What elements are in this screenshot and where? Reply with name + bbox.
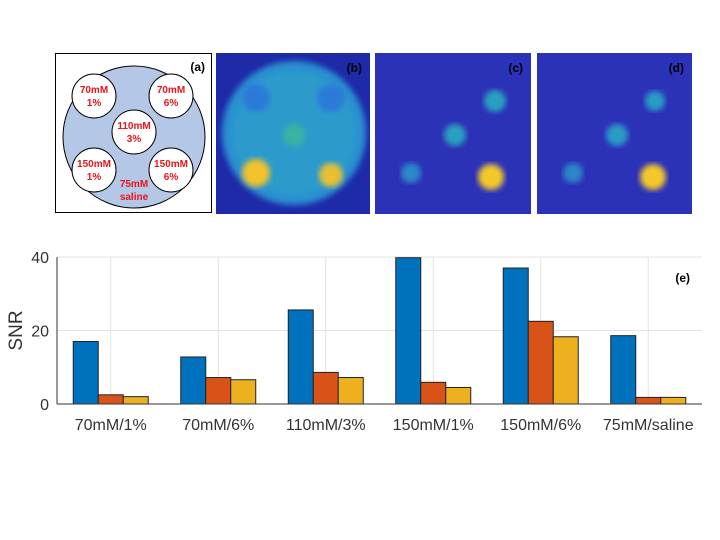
snr-bar-chart: 0 20 40 70mM/1% 70mM/6% 110mM/3% 150mM/1% 150mM… bbox=[6, 250, 702, 434]
vial-label: 110mM bbox=[117, 121, 150, 132]
vial bbox=[111, 109, 157, 155]
x-tick-label: 150mM/1% bbox=[393, 417, 474, 434]
vial-label: 1% bbox=[87, 98, 102, 109]
image-panel-b: (b) bbox=[216, 53, 370, 214]
image-panel-d: (d) bbox=[537, 53, 692, 214]
panel-label-c: (c) bbox=[508, 61, 523, 75]
background-label: 75mM bbox=[120, 179, 148, 190]
x-tick-label: 75mM/saline bbox=[603, 417, 694, 434]
vial-label: 70mM bbox=[80, 85, 108, 96]
x-tick-label: 70mM/6% bbox=[182, 417, 254, 434]
bar bbox=[230, 379, 257, 405]
image-panel-c: (c) bbox=[375, 53, 531, 214]
vial-label: 1% bbox=[87, 172, 102, 183]
bar bbox=[552, 336, 579, 405]
bar bbox=[445, 386, 472, 405]
bar bbox=[660, 396, 687, 405]
bar bbox=[420, 381, 447, 405]
vial-label: 150mM bbox=[77, 159, 111, 170]
background-label: saline bbox=[120, 192, 149, 203]
bar bbox=[337, 377, 364, 405]
panel-label-b: (b) bbox=[346, 61, 362, 75]
bar bbox=[205, 377, 232, 405]
bar bbox=[635, 396, 662, 405]
panel-label-e: (e) bbox=[675, 271, 690, 285]
bar bbox=[395, 257, 422, 405]
vial bbox=[71, 73, 117, 119]
bar bbox=[502, 267, 529, 405]
x-tick-label: 70mM/1% bbox=[75, 417, 147, 434]
bar bbox=[180, 356, 207, 405]
bar bbox=[527, 320, 554, 405]
x-tick-label: 150mM/6% bbox=[500, 417, 581, 434]
x-tick-label: 110mM/3% bbox=[286, 417, 366, 434]
vial bbox=[148, 147, 194, 193]
vial bbox=[148, 73, 194, 119]
bar bbox=[610, 335, 637, 405]
bar bbox=[122, 396, 149, 405]
vial-label: 70mM bbox=[157, 85, 185, 96]
bar bbox=[72, 341, 99, 405]
bar bbox=[312, 371, 339, 405]
bar bbox=[97, 394, 124, 405]
y-tick-label: 20 bbox=[31, 324, 49, 341]
vial-label: 150mM bbox=[154, 159, 188, 170]
vial-label: 6% bbox=[164, 98, 179, 109]
vial-label: 6% bbox=[164, 172, 179, 183]
panel-label-d: (d) bbox=[668, 61, 684, 75]
phantom-svg: 70mM 1% 70mM 6% 110mM 3% 150mM 1% 150mM 6% 75mM sal… bbox=[62, 65, 206, 209]
y-axis-label: SNR bbox=[6, 310, 27, 350]
vial-label: 3% bbox=[127, 134, 142, 145]
y-tick-label: 40 bbox=[31, 250, 49, 267]
y-tick-label: 0 bbox=[40, 397, 49, 414]
bar bbox=[287, 309, 314, 405]
phantom-diagram: 70mM 1% 70mM 6% 110mM 3% 150mM 1% 150mM 6% 75mM sal… bbox=[55, 53, 212, 213]
panel-label-a: (a) bbox=[190, 60, 205, 74]
vial bbox=[71, 147, 117, 193]
